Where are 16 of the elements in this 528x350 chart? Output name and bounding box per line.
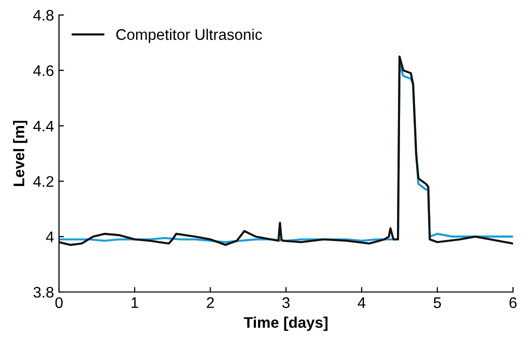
- legend-label: Competitor Ultrasonic: [116, 28, 262, 43]
- x-tick-label: 4: [358, 297, 366, 308]
- y-tick-label: 4.6: [33, 65, 54, 76]
- x-axis-title: Time [days]: [244, 316, 328, 331]
- y-tick-label: 4.2: [33, 176, 54, 187]
- x-tick-label: 2: [206, 297, 214, 308]
- y-axis-title: Level [m]: [13, 120, 28, 186]
- x-tick-label: 3: [282, 297, 290, 308]
- x-tick-label: 5: [434, 297, 441, 308]
- y-tick-label: 3.8: [33, 286, 54, 298]
- x-tick-label: 6: [510, 297, 517, 308]
- x-tick-label: 0: [55, 297, 63, 308]
- y-tick-label: 4.8: [33, 10, 54, 21]
- x-tick-label: 1: [132, 297, 138, 308]
- y-tick-label: 4: [46, 232, 54, 242]
- y-tick-label: 4.4: [33, 120, 54, 132]
